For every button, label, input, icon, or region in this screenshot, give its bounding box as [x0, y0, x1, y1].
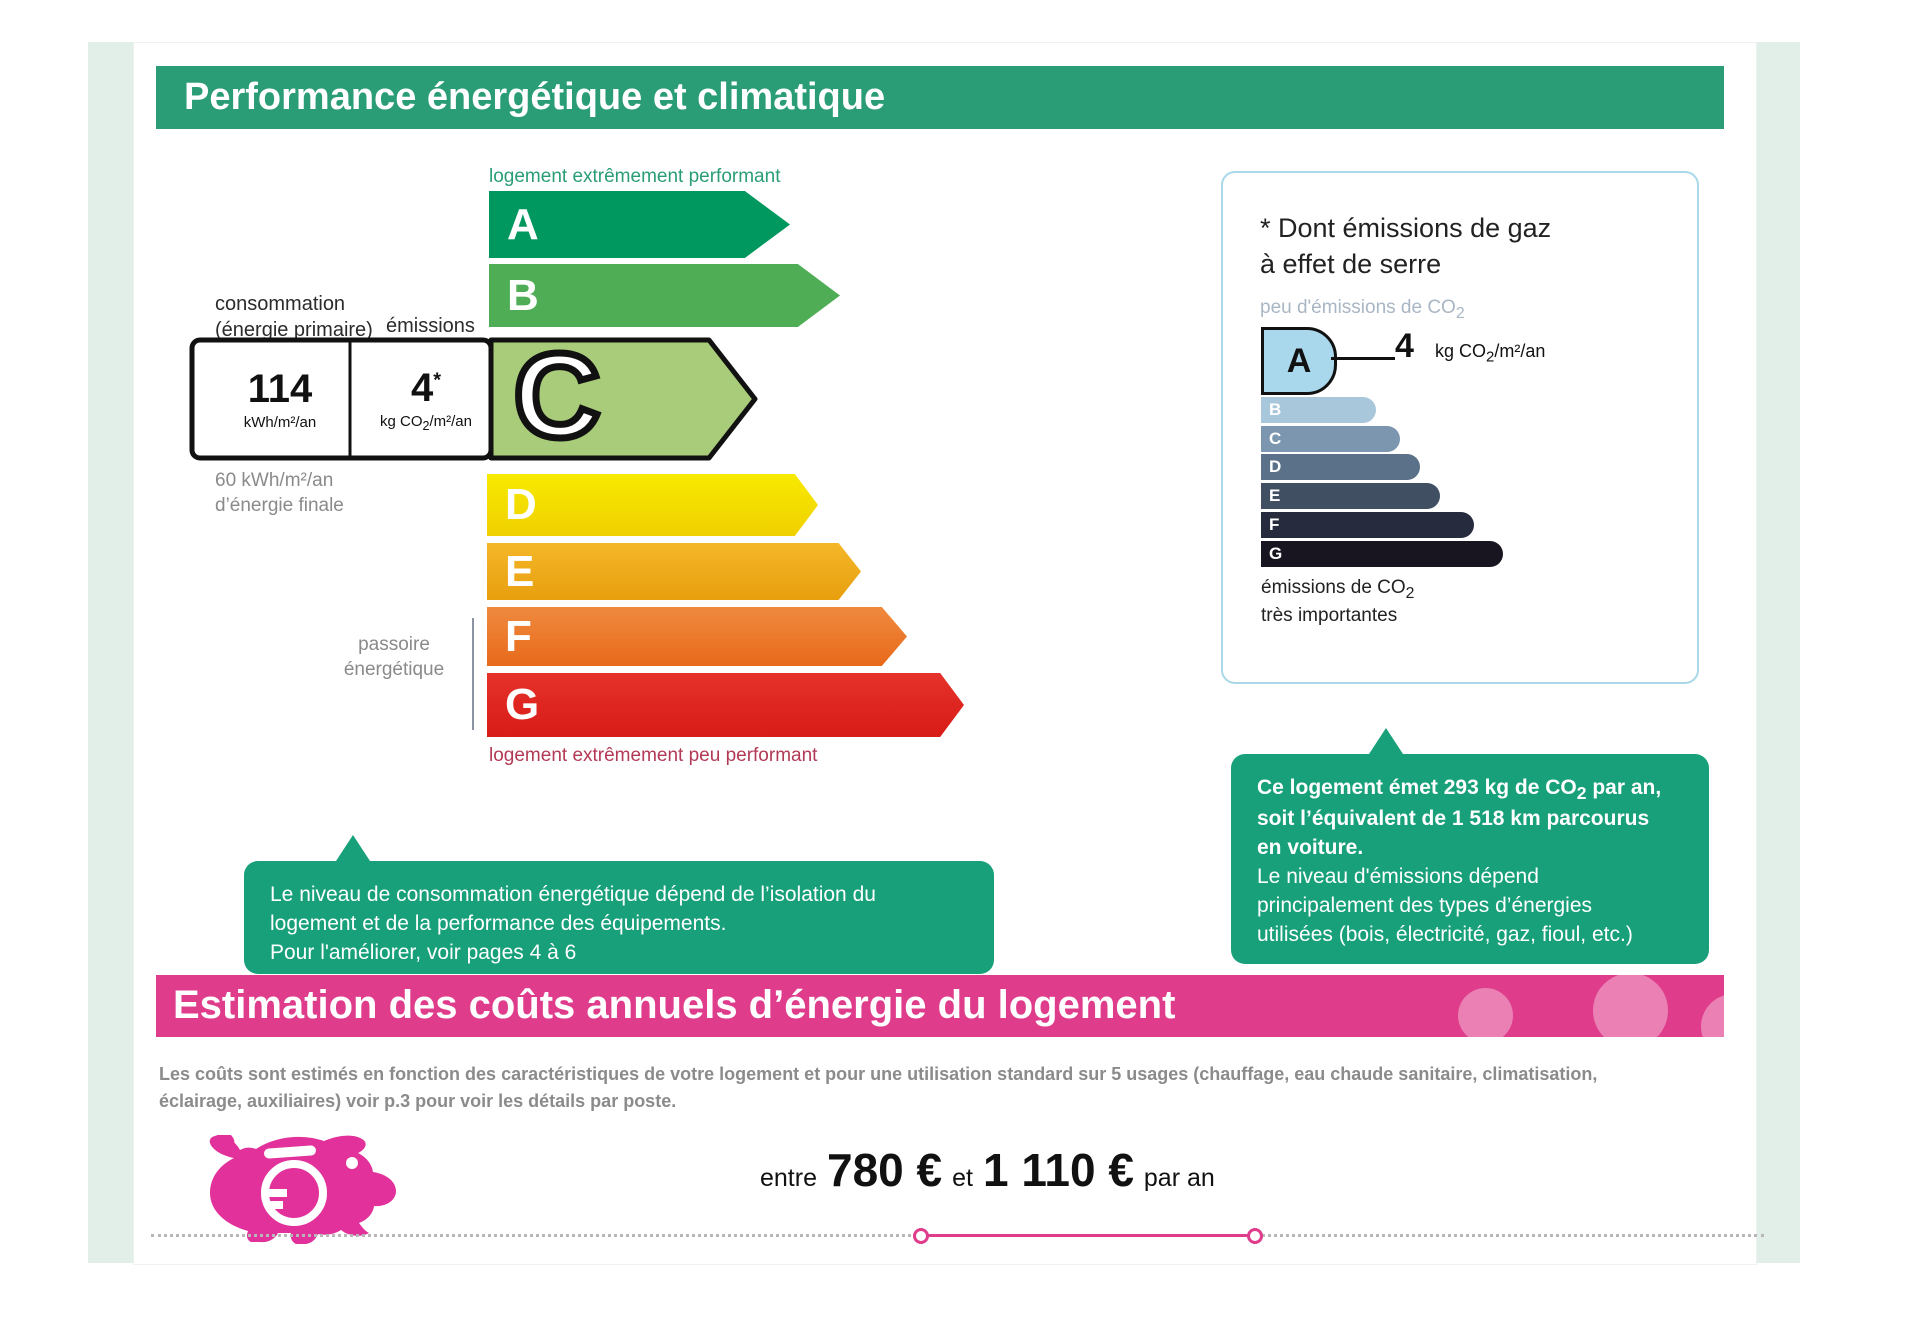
svg-text:C: C — [514, 337, 601, 461]
